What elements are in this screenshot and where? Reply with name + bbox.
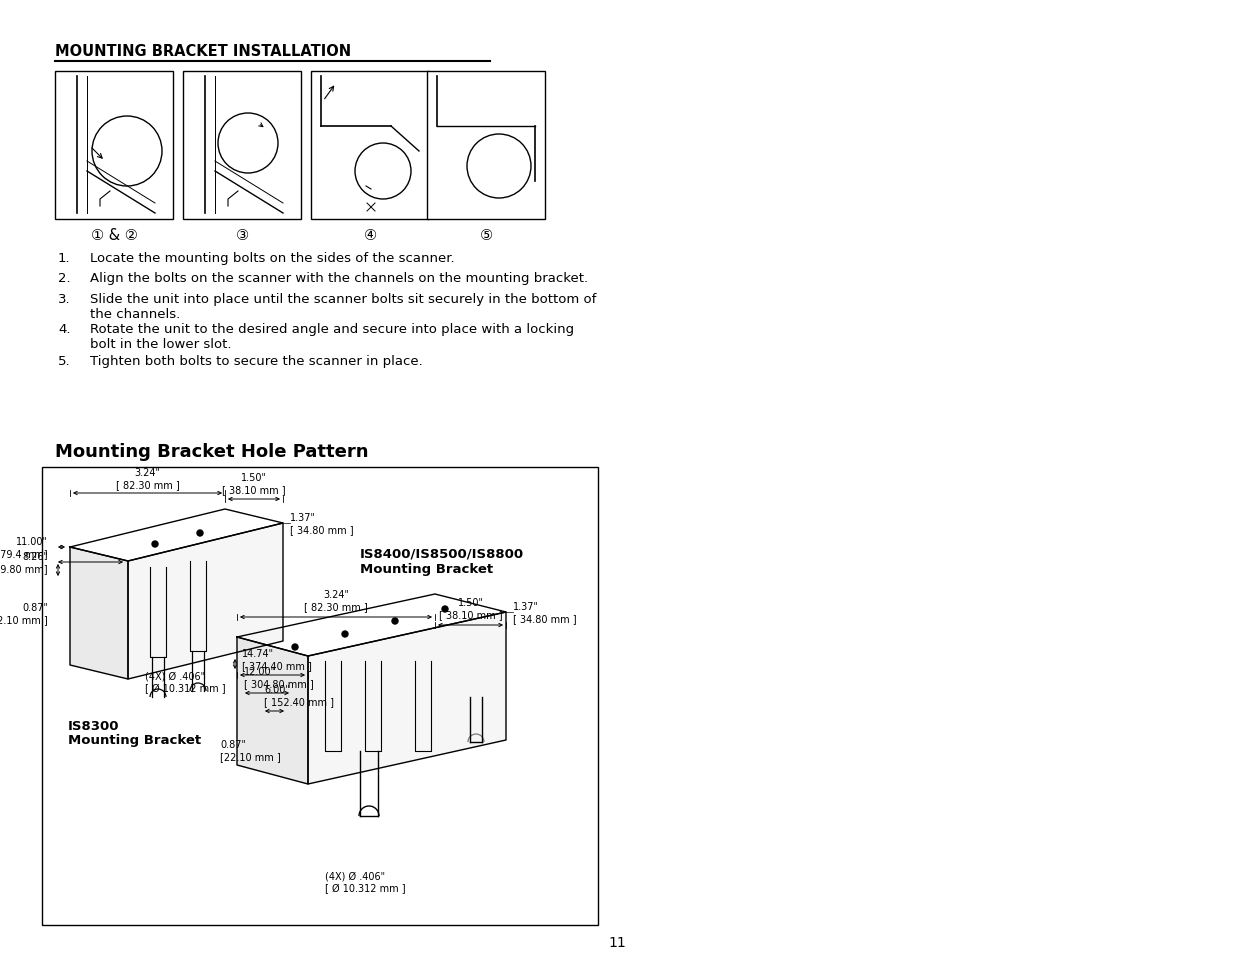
Bar [42, 468, 598, 925]
Polygon shape [308, 613, 506, 784]
Text: ⑤: ⑤ [479, 228, 493, 243]
Text: ④: ④ [363, 228, 377, 243]
Text: 4.: 4. [58, 323, 70, 335]
Polygon shape [237, 638, 308, 784]
Text: 11.00"
[279.4 mm]: 11.00" [279.4 mm] [0, 537, 48, 558]
Text: (4X) Ø .406"
[ Ø 10.312 mm ]: (4X) Ø .406" [ Ø 10.312 mm ] [144, 671, 226, 693]
Text: 8.26"
[209.80 mm]: 8.26" [209.80 mm] [0, 552, 48, 573]
Text: 12.00"
[ 304.80 mm ]: 12.00" [ 304.80 mm ] [245, 667, 314, 688]
Text: 3.24"
[ 82.30 mm ]: 3.24" [ 82.30 mm ] [116, 468, 179, 490]
Bar [183, 71, 301, 220]
Text: Mounting Bracket: Mounting Bracket [68, 733, 201, 746]
Text: IS8400/IS8500/IS8800: IS8400/IS8500/IS8800 [359, 547, 524, 560]
Text: 2.: 2. [58, 272, 70, 285]
Text: Align the bolts on the scanner with the channels on the mounting bracket.: Align the bolts on the scanner with the … [90, 272, 588, 285]
Text: 6.00"
[ 152.40 mm ]: 6.00" [ 152.40 mm ] [264, 684, 333, 706]
Bar [427, 71, 545, 220]
Text: 1.50"
[ 38.10 mm ]: 1.50" [ 38.10 mm ] [438, 598, 503, 619]
Text: 1.37"
[ 34.80 mm ]: 1.37" [ 34.80 mm ] [290, 513, 353, 535]
Text: Mounting Bracket: Mounting Bracket [359, 562, 493, 576]
Text: 3.24"
[ 82.30 mm ]: 3.24" [ 82.30 mm ] [304, 590, 368, 612]
Text: IS8300: IS8300 [68, 720, 120, 732]
Text: 5.: 5. [58, 355, 70, 368]
Text: ③: ③ [236, 228, 248, 243]
Text: 0.87"
[22.10 mm ]: 0.87" [22.10 mm ] [0, 602, 48, 624]
Text: Mounting Bracket Hole Pattern: Mounting Bracket Hole Pattern [56, 442, 368, 460]
Circle shape [391, 618, 398, 624]
Text: 1.37"
[ 34.80 mm ]: 1.37" [ 34.80 mm ] [513, 601, 577, 623]
Text: Rotate the unit to the desired angle and secure into place with a locking
bolt i: Rotate the unit to the desired angle and… [90, 323, 574, 351]
Circle shape [198, 531, 203, 537]
Circle shape [291, 644, 298, 650]
Text: Slide the unit into place until the scanner bolts sit securely in the bottom of
: Slide the unit into place until the scan… [90, 293, 597, 320]
Circle shape [511, 181, 514, 183]
Text: 14.74"
[ 374.40 mm ]: 14.74" [ 374.40 mm ] [242, 649, 312, 670]
Circle shape [342, 631, 348, 638]
Text: Tighten both bolts to secure the scanner in place.: Tighten both bolts to secure the scanner… [90, 355, 422, 368]
Circle shape [152, 541, 158, 547]
Polygon shape [128, 523, 283, 679]
Circle shape [442, 606, 448, 613]
Text: (4X) Ø .406"
[ Ø 10.312 mm ]: (4X) Ø .406" [ Ø 10.312 mm ] [325, 871, 405, 893]
Text: MOUNTING BRACKET INSTALLATION: MOUNTING BRACKET INSTALLATION [56, 44, 351, 59]
Text: 0.87"
[22.10 mm ]: 0.87" [22.10 mm ] [220, 740, 280, 760]
Text: 1.: 1. [58, 252, 70, 265]
Bar [311, 71, 429, 220]
Text: 11: 11 [608, 935, 626, 949]
Polygon shape [70, 547, 128, 679]
Text: 1.50"
[ 38.10 mm ]: 1.50" [ 38.10 mm ] [222, 473, 285, 495]
Text: Locate the mounting bolts on the sides of the scanner.: Locate the mounting bolts on the sides o… [90, 252, 454, 265]
Text: 3.: 3. [58, 293, 70, 306]
Bar [56, 71, 173, 220]
Text: ① & ②: ① & ② [90, 228, 137, 243]
